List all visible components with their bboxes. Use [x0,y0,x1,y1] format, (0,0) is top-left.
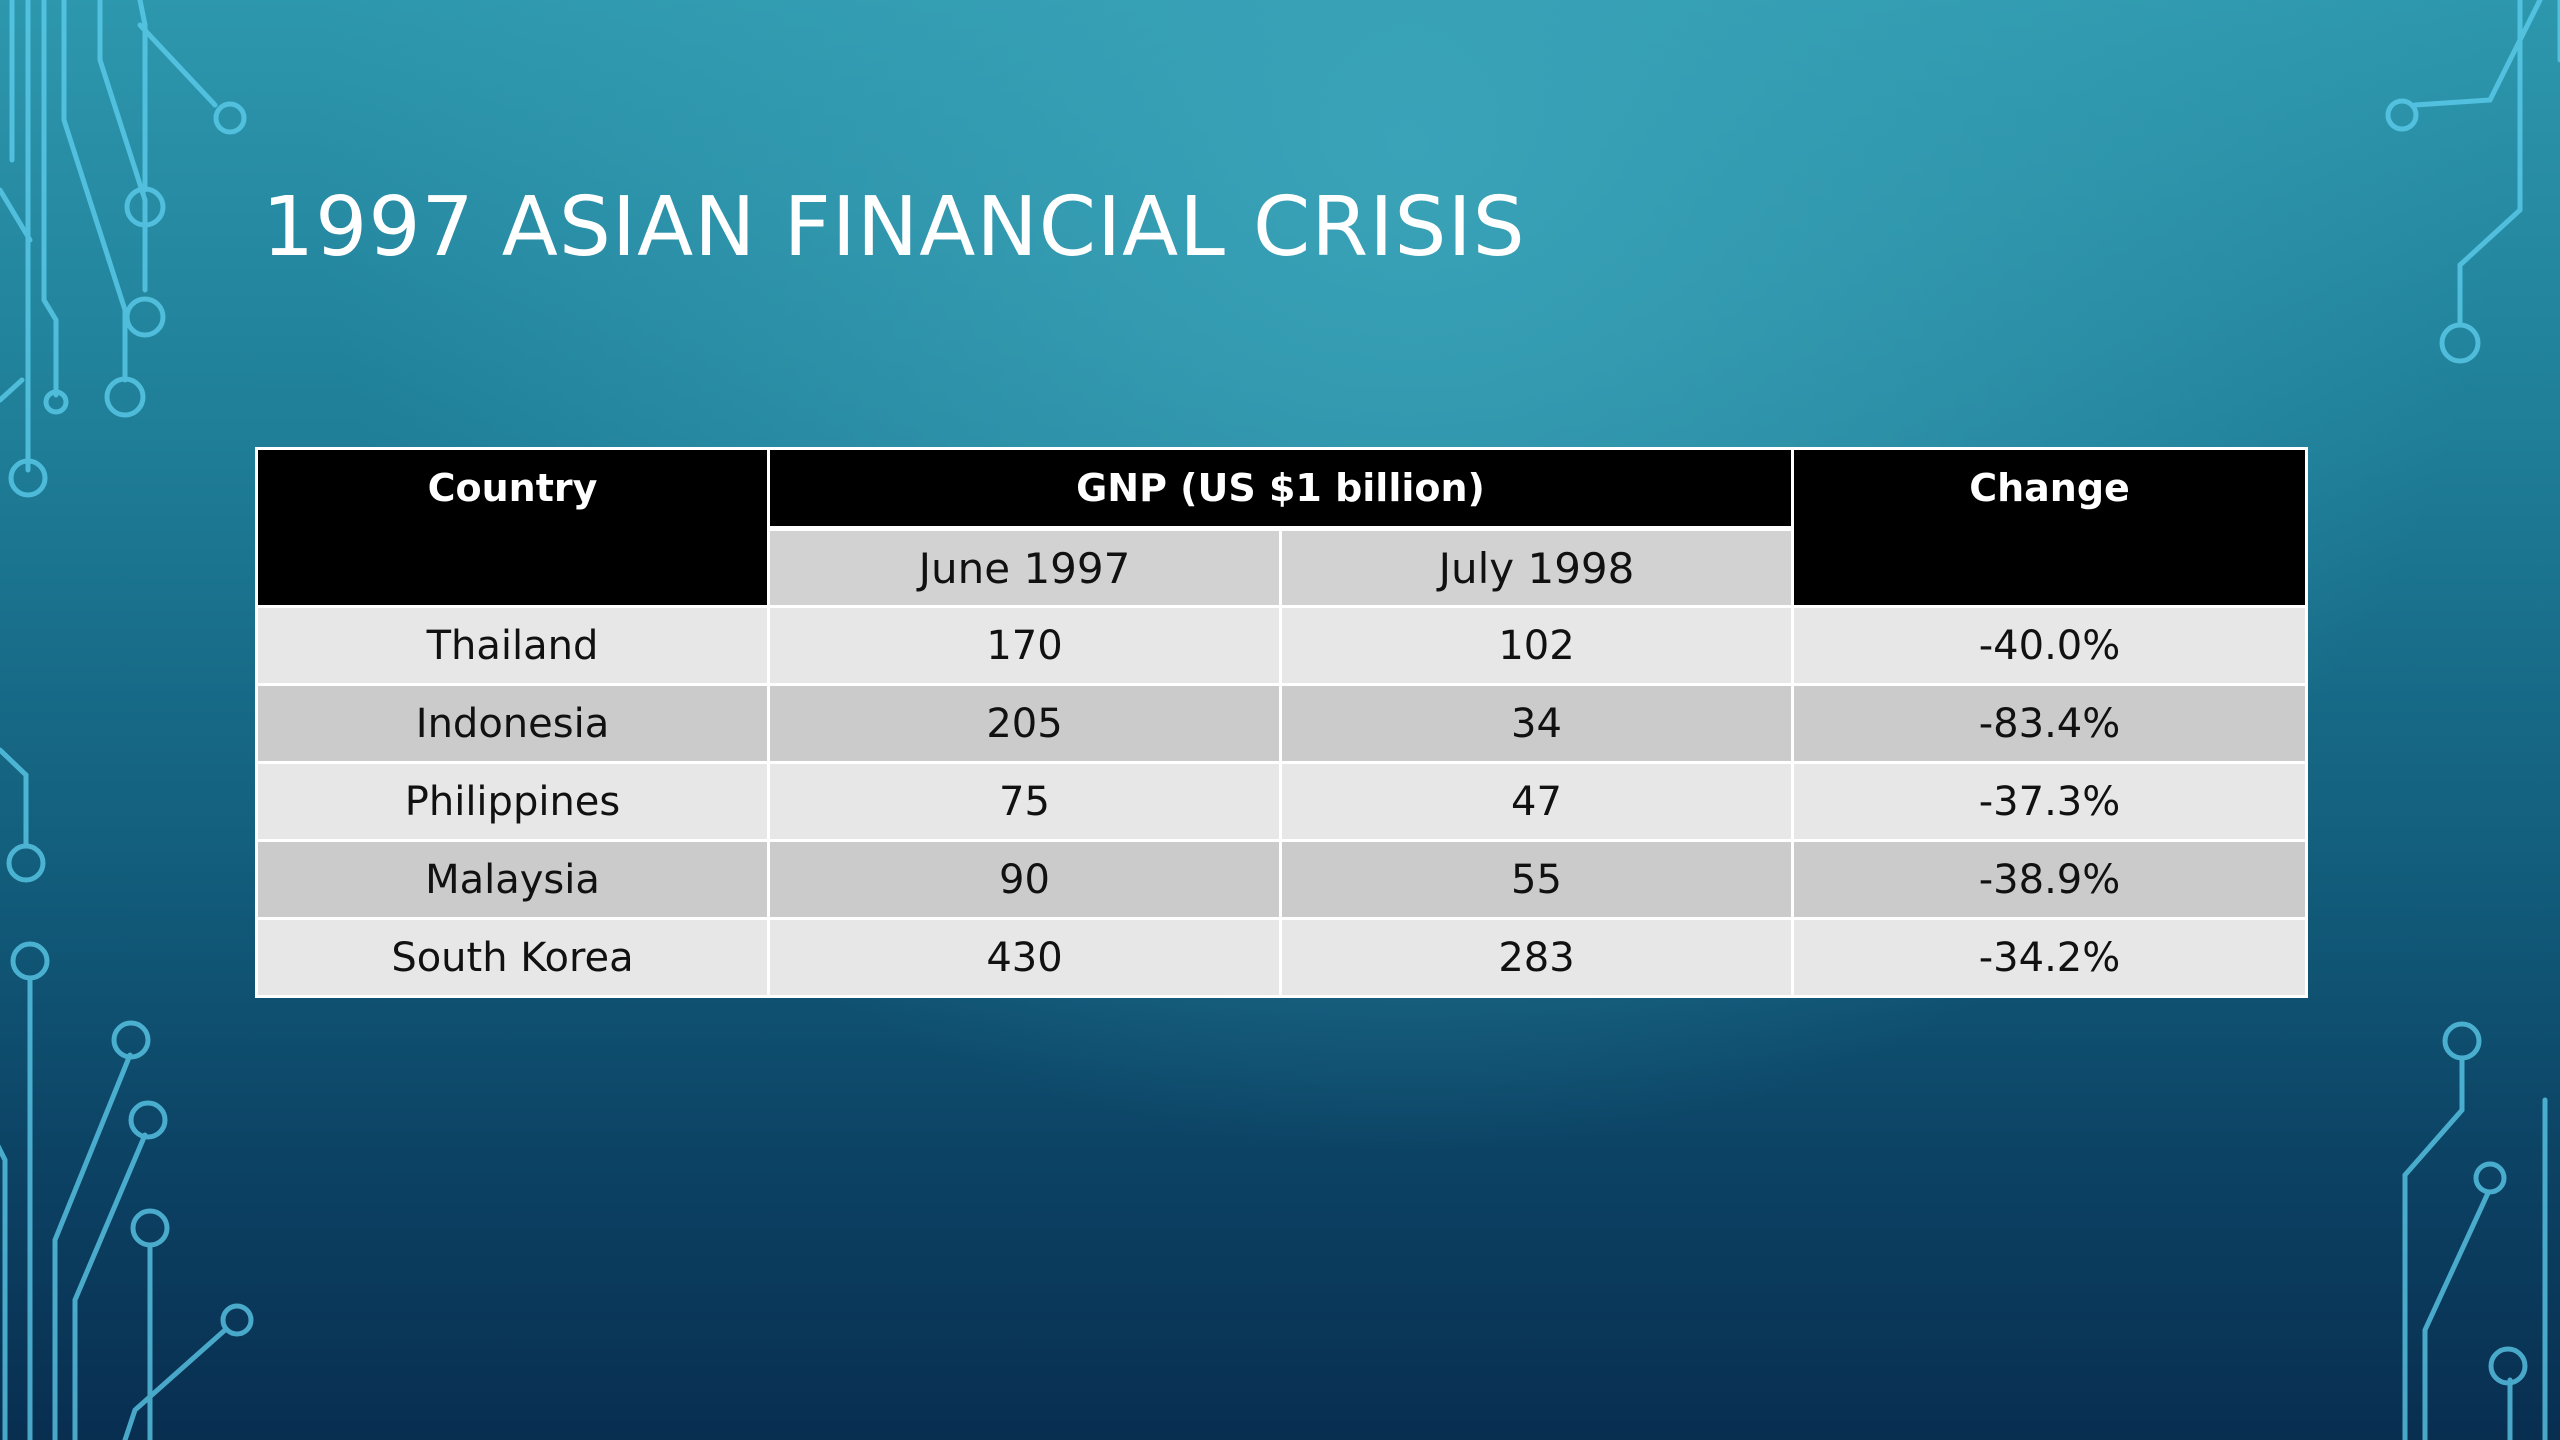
cell-july: 34 [1279,683,1794,764]
cell-country: Philippines [255,761,770,842]
cell-june: 90 [767,839,1282,920]
cell-change: -34.2% [1791,917,2308,998]
table-row: Philippines 75 47 -37.3% [255,761,2308,842]
cell-change: -40.0% [1791,605,2308,686]
cell-country: Malaysia [255,839,770,920]
table-row: South Korea 430 283 -34.2% [255,917,2308,998]
table-header-row: Country GNP (US $1 billion) Change [255,447,2308,608]
subheader-july-1998: July 1998 [1279,528,1794,608]
cell-country: South Korea [255,917,770,998]
cell-july: 102 [1279,605,1794,686]
table-row: Malaysia 90 55 -38.9% [255,839,2308,920]
cell-july: 47 [1279,761,1794,842]
gnp-table: Country GNP (US $1 billion) Change June … [255,447,2308,998]
cell-change: -83.4% [1791,683,2308,764]
cell-change: -37.3% [1791,761,2308,842]
cell-june: 170 [767,605,1282,686]
header-change: Change [1791,447,2308,608]
cell-country: Thailand [255,605,770,686]
cell-june: 430 [767,917,1282,998]
table-row: Indonesia 205 34 -83.4% [255,683,2308,764]
cell-country: Indonesia [255,683,770,764]
cell-july: 55 [1279,839,1794,920]
cell-change: -38.9% [1791,839,2308,920]
subheader-june-1997: June 1997 [767,528,1282,608]
cell-july: 283 [1279,917,1794,998]
table-subheader-row: June 1997 July 1998 [257,528,2307,608]
cell-june: 75 [767,761,1282,842]
header-country: Country [255,447,770,608]
table-row: Thailand 170 102 -40.0% [255,605,2308,686]
slide-title: 1997 ASIAN FINANCIAL CRISIS [262,180,1526,275]
header-gnp: GNP (US $1 billion) [767,447,1794,531]
cell-june: 205 [767,683,1282,764]
